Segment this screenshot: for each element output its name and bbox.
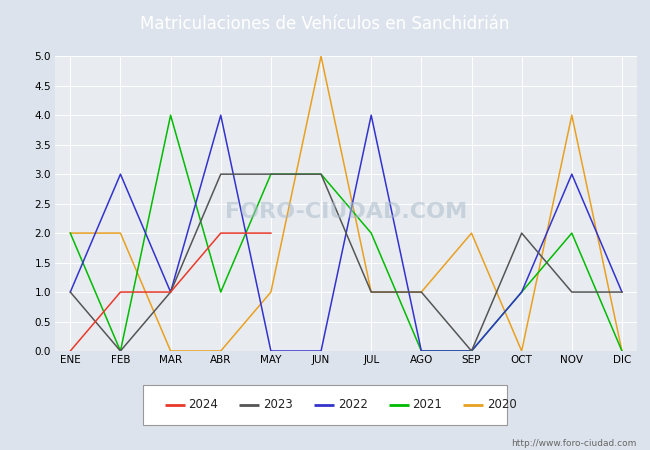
- Text: Matriculaciones de Vehículos en Sanchidrián: Matriculaciones de Vehículos en Sanchidr…: [140, 14, 510, 33]
- Text: 2023: 2023: [263, 399, 293, 411]
- Text: 2020: 2020: [487, 399, 517, 411]
- Text: 2024: 2024: [188, 399, 218, 411]
- Text: http://www.foro-ciudad.com: http://www.foro-ciudad.com: [512, 439, 637, 448]
- Text: FORO-CIUDAD.COM: FORO-CIUDAD.COM: [225, 202, 467, 222]
- FancyBboxPatch shape: [143, 385, 507, 425]
- Text: 2021: 2021: [412, 399, 442, 411]
- Text: 2022: 2022: [338, 399, 368, 411]
